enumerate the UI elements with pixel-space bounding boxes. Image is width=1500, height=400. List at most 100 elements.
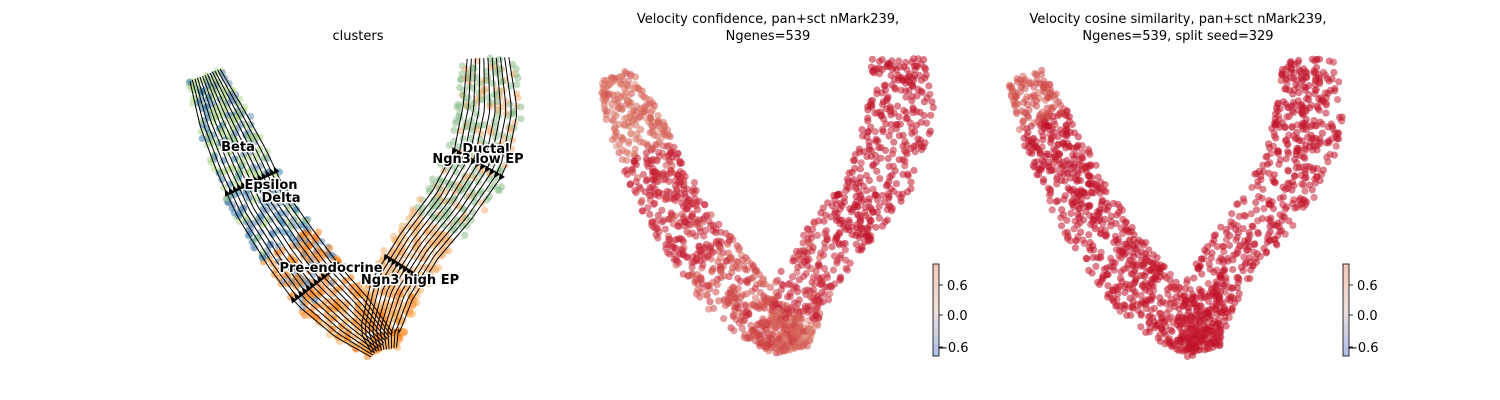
cluster-point [473, 110, 481, 118]
cosine-point [1072, 236, 1080, 245]
cosine-point [1040, 175, 1048, 184]
cosine-point [1131, 278, 1139, 286]
cosine-point [1216, 273, 1224, 281]
streamline [387, 57, 501, 350]
cosine-point [1114, 200, 1122, 208]
confidence-point [923, 119, 931, 127]
confidence-point [759, 276, 767, 284]
cluster-point [368, 266, 376, 274]
confidence-point [671, 177, 679, 185]
cosine-point [1271, 179, 1280, 187]
streamline-arrowhead [245, 179, 251, 188]
cosine-point [1210, 268, 1218, 276]
confidence-point [699, 261, 707, 269]
confidence-point [875, 144, 883, 152]
cosine-point [1134, 307, 1142, 315]
cluster-point [325, 331, 334, 339]
confidence-point [697, 273, 705, 281]
confidence-point [743, 266, 751, 274]
streamline-arrowhead [301, 287, 309, 295]
confidence-point [875, 202, 883, 210]
confidence-point [869, 185, 877, 193]
cosine-point [1061, 177, 1069, 185]
cosine-point [1107, 217, 1115, 226]
confidence-point [857, 159, 865, 167]
cluster-point [407, 310, 415, 318]
confidence-point [610, 117, 618, 125]
cluster-point [459, 205, 467, 213]
confidence-point [675, 222, 683, 230]
confidence-point [864, 226, 872, 234]
confidence-point [710, 264, 718, 272]
cosine-point [1111, 259, 1119, 267]
cosine-point [1284, 63, 1292, 71]
cosine-point [1233, 200, 1241, 208]
confidence-point [608, 78, 616, 86]
confidence-point [875, 57, 884, 65]
streamline-arrowhead [249, 177, 255, 186]
confidence-point [735, 246, 743, 254]
cosine-point [1036, 166, 1044, 174]
streamline-arrowhead [461, 152, 468, 161]
cosine-point [1192, 331, 1200, 339]
cosine-point [1252, 198, 1260, 207]
cosine-point [1204, 309, 1212, 317]
cosine-point [1175, 305, 1183, 313]
streamline-arrowhead [228, 187, 235, 195]
cluster-point [435, 215, 443, 223]
confidence-point [655, 148, 663, 156]
cluster-point [347, 273, 355, 282]
cosine-point [1094, 184, 1103, 192]
colorbar-tick-label: 0.6 [947, 279, 968, 294]
streamline-arrowhead [421, 277, 428, 285]
cosine-point [1048, 105, 1056, 113]
cosine-point [1107, 212, 1115, 220]
cluster-point [440, 221, 448, 229]
cluster-point [468, 208, 477, 216]
confidence-point [674, 150, 682, 158]
confidence-point [830, 252, 839, 260]
cosine-point [1229, 251, 1237, 259]
confidence-point [630, 157, 638, 165]
cosine-point [1142, 239, 1150, 247]
confidence-point [899, 131, 907, 139]
cosine-point [1177, 345, 1185, 353]
cosine-point [1072, 175, 1080, 183]
confidence-point [632, 108, 641, 116]
cluster-label-ngn3-high-ep: Ngn3 high EP [361, 273, 459, 288]
confidence-point [773, 311, 781, 319]
cosine-point [1227, 218, 1235, 226]
confidence-point [881, 81, 889, 89]
confidence-point [692, 186, 700, 195]
confidence-point [706, 298, 714, 306]
confidence-point [646, 210, 654, 218]
confidence-point [867, 63, 875, 71]
confidence-point [702, 226, 710, 234]
cosine-point [1297, 73, 1305, 81]
cosine-point [1233, 274, 1241, 282]
confidence-point [812, 305, 820, 313]
cosine-point [1121, 283, 1129, 291]
cluster-point [350, 341, 358, 349]
cosine-point [1014, 100, 1022, 108]
confidence-point [901, 137, 909, 146]
confidence-point [843, 182, 851, 190]
colorbar-tick-label: −0.6 [1347, 341, 1379, 356]
confidence-point [858, 126, 866, 134]
confidence-point [921, 65, 930, 73]
cosine-point [1197, 335, 1205, 343]
velocity-streamlines [189, 57, 518, 358]
confidence-point [628, 165, 636, 173]
cosine-point [1026, 78, 1034, 86]
confidence-point [642, 94, 650, 102]
cosine-point [1254, 182, 1262, 190]
cosine-point [1198, 270, 1206, 278]
cosine-point [1053, 173, 1062, 181]
cosine-point [1290, 132, 1298, 140]
cosine-point [1275, 222, 1283, 230]
confidence-point [883, 180, 891, 189]
streamline-arrowhead [335, 260, 343, 268]
cluster-point [278, 246, 287, 254]
confidence-point [828, 283, 836, 291]
